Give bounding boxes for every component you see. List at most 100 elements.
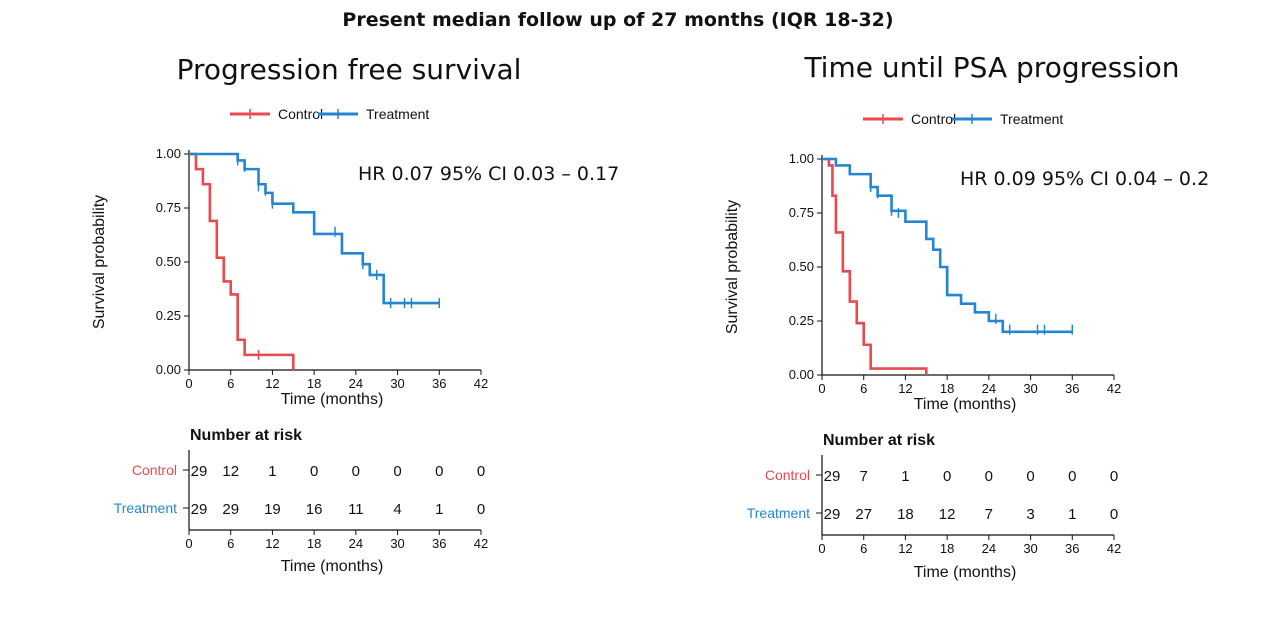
pfs-risk-treatment-count: 11: [348, 501, 364, 518]
pfs-risk-treatment-count: 1: [435, 501, 443, 518]
pfs-x-tick-label: 36: [432, 376, 446, 391]
pfs-risk-x-tick-label: 0: [185, 536, 192, 551]
figure-headline: Present median follow up of 27 months (I…: [342, 9, 893, 31]
pfs-risk-control-count: 0: [477, 463, 485, 480]
psa-risk-treatment-count: 7: [985, 506, 993, 523]
psa-risk-treatment-count: 29: [824, 506, 841, 523]
pfs-risk-control-count: 0: [310, 463, 318, 480]
psa-y-tick-label: 0.00: [789, 367, 814, 382]
psa-y-tick-label: 0.50: [789, 259, 814, 274]
psa-x-tick-label: 42: [1107, 381, 1121, 396]
pfs-legend-control-label: Control: [278, 106, 323, 122]
pfs-y-tick-label: 0.75: [156, 200, 181, 215]
psa-hr-annotation: HR 0.09 95% CI 0.04 – 0.2: [960, 168, 1209, 190]
pfs-risk-control-count: 1: [268, 463, 276, 480]
pfs-x-tick-label: 42: [474, 376, 488, 391]
psa-risk-control-count: 7: [860, 468, 868, 485]
pfs-chart: Progression free survival HR 0.07 95% CI…: [91, 53, 619, 575]
pfs-legend-treatment-label: Treatment: [366, 106, 429, 122]
psa-risk-control-count: 0: [985, 468, 993, 485]
psa-treatment-curve: [822, 157, 1073, 334]
pfs-risk-x-axis-label: Time (months): [281, 558, 384, 575]
psa-x-tick-label: 18: [940, 381, 954, 396]
psa-control-curve: [822, 157, 928, 375]
pfs-x-tick-label: 24: [349, 376, 363, 391]
pfs-y-tick-label: 0.25: [156, 308, 181, 323]
pfs-chart-title: Progression free survival: [177, 53, 522, 86]
pfs-risk-x-tick-label: 24: [349, 536, 363, 551]
psa-y-tick-label: 0.75: [789, 205, 814, 220]
psa-risk-table-title: Number at risk: [823, 432, 935, 449]
psa-legend-treatment-label: Treatment: [1000, 111, 1063, 127]
psa-risk-treatment-count: 27: [855, 506, 872, 523]
psa-x-tick-label: 0: [818, 381, 825, 396]
pfs-risk-treatment-count: 19: [264, 501, 281, 518]
pfs-risk-treatment-count: 29: [222, 501, 239, 518]
psa-x-tick-label: 12: [898, 381, 912, 396]
psa-risk-control-label: Control: [765, 467, 810, 483]
pfs-risk-x-tick-label: 18: [307, 536, 321, 551]
psa-y-tick-label: 0.25: [789, 313, 814, 328]
psa-y-tick-label: 1.00: [789, 151, 814, 166]
pfs-risk-control-count: 0: [435, 463, 443, 480]
psa-risk-x-tick-label: 42: [1107, 541, 1121, 556]
psa-x-axis-label: Time (months): [914, 396, 1017, 413]
psa-x-tick-label: 36: [1065, 381, 1079, 396]
psa-risk-x-axis-label: Time (months): [914, 564, 1017, 581]
psa-risk-control-count: 0: [1110, 468, 1118, 485]
psa-risk-control-count: 1: [901, 468, 909, 485]
pfs-risk-treatment-count: 29: [191, 501, 208, 518]
psa-risk-treatment-count: 18: [897, 506, 914, 523]
psa-y-axis-label: Survival probability: [724, 200, 741, 334]
pfs-risk-x-tick-label: 6: [227, 536, 234, 551]
pfs-risk-control-count: 0: [352, 463, 360, 480]
pfs-hr-annotation: HR 0.07 95% CI 0.03 – 0.17: [358, 163, 619, 185]
psa-risk-control-count: 29: [824, 468, 841, 485]
psa-risk-treatment-label: Treatment: [747, 505, 810, 521]
pfs-x-tick-label: 0: [185, 376, 192, 391]
psa-risk-treatment-count: 0: [1110, 506, 1118, 523]
psa-risk-x-tick-label: 36: [1065, 541, 1079, 556]
pfs-risk-control-label: Control: [132, 462, 177, 478]
pfs-risk-treatment-label: Treatment: [114, 500, 177, 516]
pfs-risk-control-count: 29: [191, 463, 208, 480]
psa-chart-title: Time until PSA progression: [803, 51, 1179, 84]
pfs-x-tick-label: 30: [390, 376, 404, 391]
pfs-risk-treatment-count: 16: [306, 501, 323, 518]
psa-risk-treatment-count: 3: [1026, 506, 1034, 523]
pfs-y-tick-label: 1.00: [156, 146, 181, 161]
psa-risk-control-count: 0: [943, 468, 951, 485]
psa-chart: Time until PSA progression HR 0.09 95% C…: [724, 51, 1209, 581]
pfs-risk-x-tick-label: 42: [474, 536, 488, 551]
pfs-y-tick-label: 0.00: [156, 362, 181, 377]
psa-risk-control-count: 0: [1068, 468, 1076, 485]
pfs-risk-x-tick-label: 36: [432, 536, 446, 551]
pfs-risk-table-title: Number at risk: [190, 427, 302, 444]
psa-risk-control-count: 0: [1026, 468, 1034, 485]
pfs-risk-control-count: 0: [393, 463, 401, 480]
psa-risk-treatment-count: 12: [939, 506, 956, 523]
psa-risk-x-tick-label: 0: [818, 541, 825, 556]
pfs-x-tick-label: 12: [265, 376, 279, 391]
psa-risk-x-tick-label: 6: [860, 541, 867, 556]
psa-risk-x-tick-label: 30: [1023, 541, 1037, 556]
psa-legend-control-label: Control: [911, 111, 956, 127]
pfs-risk-control-count: 12: [222, 463, 239, 480]
pfs-x-tick-label: 18: [307, 376, 321, 391]
psa-risk-treatment-count: 1: [1068, 506, 1076, 523]
psa-x-tick-label: 30: [1023, 381, 1037, 396]
pfs-control-curve: [189, 152, 295, 370]
psa-x-tick-label: 6: [860, 381, 867, 396]
psa-x-tick-label: 24: [982, 381, 996, 396]
psa-risk-x-tick-label: 24: [982, 541, 996, 556]
pfs-y-tick-label: 0.50: [156, 254, 181, 269]
pfs-x-tick-label: 6: [227, 376, 234, 391]
psa-risk-x-tick-label: 18: [940, 541, 954, 556]
pfs-y-axis-label: Survival probability: [91, 195, 108, 329]
psa-risk-x-tick-label: 12: [898, 541, 912, 556]
pfs-risk-treatment-count: 4: [393, 501, 401, 518]
pfs-risk-treatment-count: 0: [477, 501, 485, 518]
pfs-x-axis-label: Time (months): [281, 391, 384, 408]
pfs-risk-x-tick-label: 30: [390, 536, 404, 551]
